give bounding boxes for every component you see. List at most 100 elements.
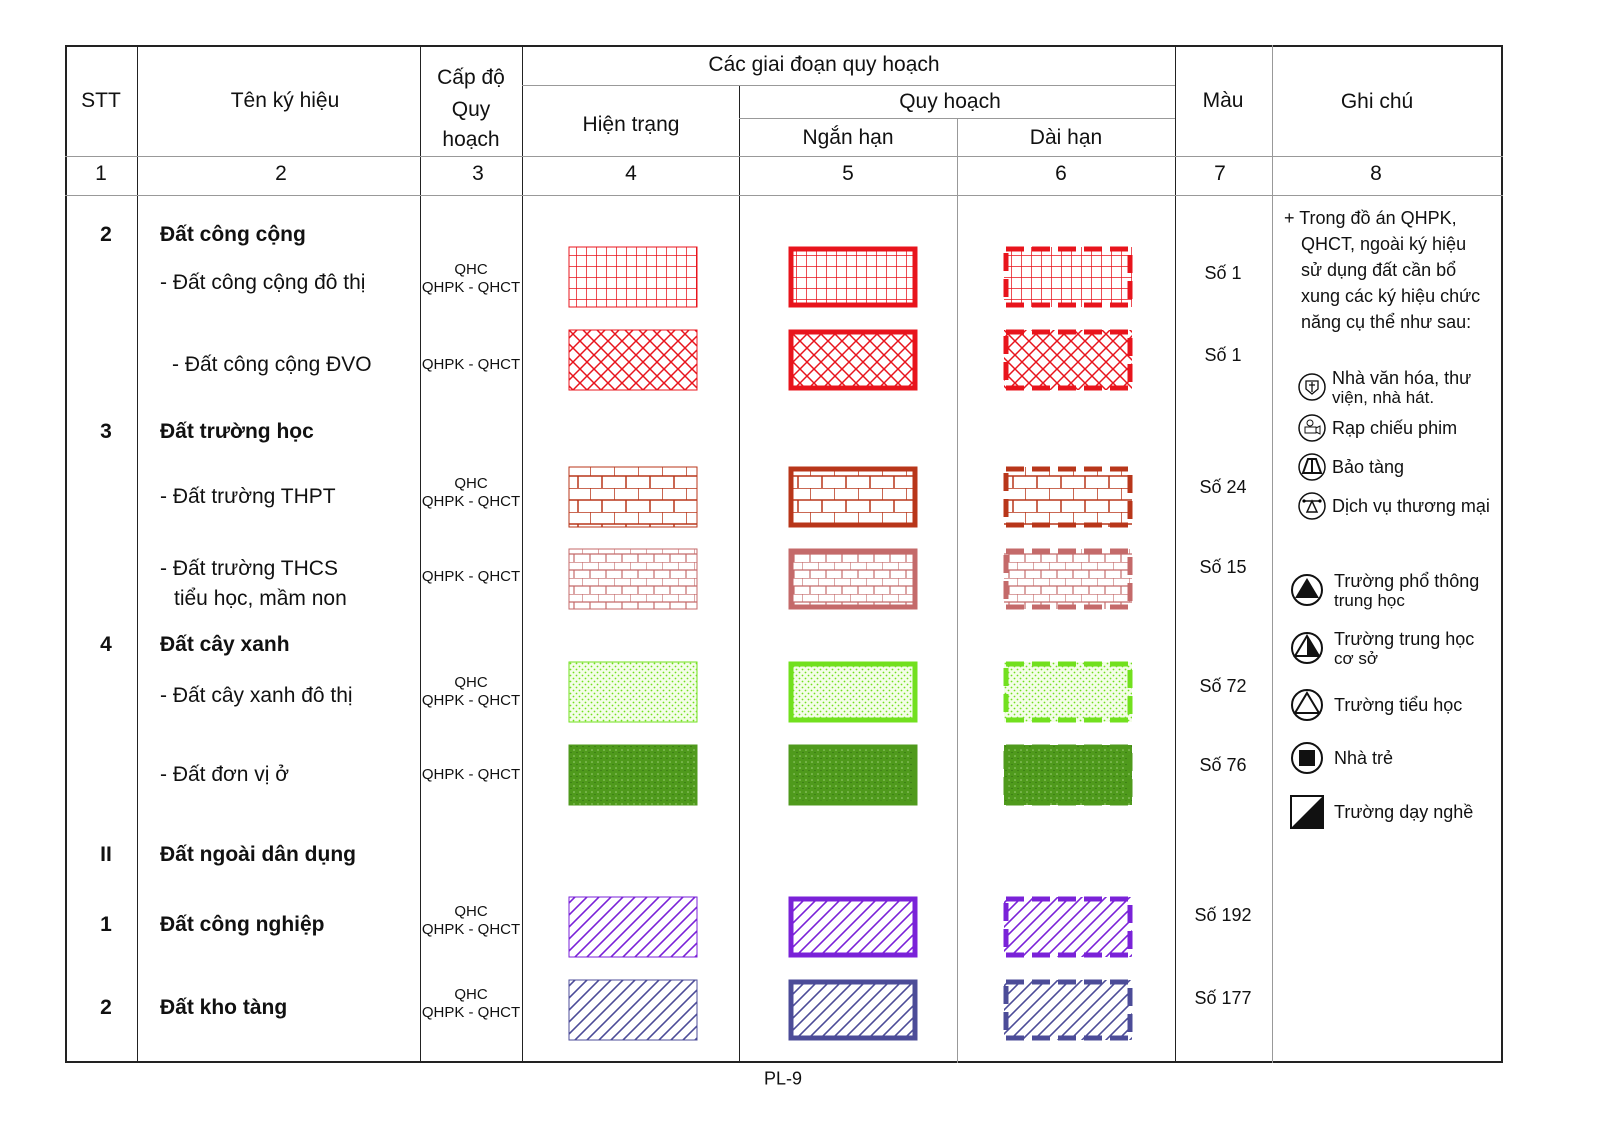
note-text: xung các ký hiệu chức bbox=[1301, 286, 1481, 306]
swatch-long-term-grid bbox=[1003, 246, 1133, 308]
vocational-school-icon bbox=[1290, 795, 1324, 829]
swatch-current-diamond bbox=[568, 329, 698, 391]
swatch-current-dense bbox=[568, 744, 698, 806]
swatch-short-term-diag2 bbox=[788, 979, 918, 1041]
museum-icon bbox=[1298, 453, 1326, 481]
row-divider bbox=[739, 118, 1175, 119]
planning-level: QHC bbox=[454, 903, 488, 920]
swatch-short-term-brick bbox=[788, 466, 918, 528]
row-stt: 2 bbox=[100, 223, 112, 246]
color-code: Số 76 bbox=[1199, 755, 1247, 775]
planning-level: QHPK - QHCT bbox=[421, 568, 521, 585]
header-color: Màu bbox=[1202, 89, 1244, 112]
legend-label: trung học bbox=[1334, 591, 1405, 610]
legend-label: cơ sở bbox=[1334, 649, 1379, 668]
planning-level: QHC bbox=[454, 261, 488, 278]
header-stt: STT bbox=[81, 89, 121, 112]
swatch-short-term-brick2 bbox=[788, 548, 918, 610]
legend-label: Trường trung học bbox=[1334, 629, 1475, 649]
header-long-term: Dài hạn bbox=[1029, 126, 1103, 149]
row-name: tiểu học, mầm non bbox=[174, 587, 347, 610]
swatch-short-term-dots bbox=[788, 661, 918, 723]
row-divider bbox=[65, 156, 1503, 157]
swatch-short-term-diag bbox=[788, 896, 918, 958]
swatch-current-grid bbox=[568, 246, 698, 308]
row-stt: 3 bbox=[100, 420, 112, 443]
col-divider bbox=[957, 118, 958, 1063]
color-code: Số 72 bbox=[1199, 676, 1247, 696]
high-school-icon bbox=[1291, 574, 1323, 606]
color-code: Số 177 bbox=[1194, 988, 1252, 1008]
header-level: Quy bbox=[451, 98, 491, 121]
row-name: Đất trường học bbox=[160, 420, 314, 443]
note-text: sử dụng đất cần bổ bbox=[1301, 260, 1457, 280]
planning-level: QHPK - QHCT bbox=[421, 921, 521, 938]
row-divider bbox=[522, 85, 1175, 86]
color-code: Số 24 bbox=[1199, 477, 1247, 497]
header-stages: Các giai đoạn quy hoạch bbox=[708, 53, 940, 76]
row-stt: 2 bbox=[100, 996, 112, 1019]
swatch-short-term-diamond bbox=[788, 329, 918, 391]
header-planning: Quy hoạch bbox=[899, 90, 1001, 113]
row-name: Đất ngoài dân dụng bbox=[160, 843, 356, 866]
header-level: hoạch bbox=[442, 128, 500, 151]
swatch-long-term-dots bbox=[1003, 661, 1133, 723]
col-divider bbox=[1272, 45, 1273, 1063]
header-current: Hiện trạng bbox=[582, 113, 680, 136]
legend-label: Dịch vụ thương mại bbox=[1332, 496, 1490, 516]
planning-level: QHC bbox=[454, 986, 488, 1003]
row-name: - Đất đơn vị ở bbox=[160, 763, 290, 786]
legend-label: Bảo tàng bbox=[1332, 457, 1405, 477]
row-stt: 4 bbox=[100, 633, 112, 656]
commerce-icon bbox=[1298, 492, 1326, 520]
primary-school-icon bbox=[1291, 689, 1323, 721]
planning-level: QHPK - QHCT bbox=[421, 766, 521, 783]
swatch-short-term-dense bbox=[788, 744, 918, 806]
note-text: QHCT, ngoài ký hiệu bbox=[1301, 234, 1467, 254]
column-number: 1 bbox=[95, 162, 107, 185]
header-short-term: Ngắn hạn bbox=[802, 126, 894, 149]
row-name: - Đất trường THPT bbox=[160, 485, 336, 508]
swatch-long-term-diamond bbox=[1003, 329, 1133, 391]
planning-level: QHC bbox=[454, 674, 488, 691]
swatch-long-term-diag bbox=[1003, 896, 1133, 958]
swatch-short-term-grid bbox=[788, 246, 918, 308]
swatch-current-diag2 bbox=[568, 979, 698, 1041]
row-name: Đất kho tàng bbox=[160, 996, 288, 1019]
col-divider bbox=[522, 45, 523, 1063]
row-divider bbox=[65, 195, 1503, 196]
column-number: 4 bbox=[625, 162, 637, 185]
column-number: 6 bbox=[1055, 162, 1067, 185]
row-name: - Đất công cộng đô thị bbox=[160, 271, 366, 294]
header-name: Tên ký hiệu bbox=[230, 89, 340, 112]
row-name: Đất cây xanh bbox=[160, 633, 290, 656]
planning-level: QHPK - QHCT bbox=[421, 692, 521, 709]
planning-level: QHPK - QHCT bbox=[421, 356, 521, 373]
planning-level: QHPK - QHCT bbox=[421, 1004, 521, 1021]
planning-level: QHPK - QHCT bbox=[421, 279, 521, 296]
swatch-current-diag bbox=[568, 896, 698, 958]
row-stt: II bbox=[100, 843, 112, 866]
table-border-left bbox=[65, 45, 67, 1063]
col-divider bbox=[739, 85, 740, 1063]
legend-label: Rạp chiếu phim bbox=[1332, 418, 1458, 438]
row-name: - Đất công cộng ĐVO bbox=[172, 353, 372, 376]
col-divider bbox=[1175, 45, 1176, 1063]
page-number: PL-9 bbox=[763, 1068, 803, 1089]
swatch-long-term-brick2 bbox=[1003, 548, 1133, 610]
table-border-right bbox=[1501, 45, 1503, 1063]
col-divider bbox=[420, 45, 421, 1063]
col-divider bbox=[137, 45, 138, 1063]
row-name: - Đất trường THCS bbox=[160, 557, 338, 580]
legend-label: Nhà trẻ bbox=[1334, 748, 1394, 768]
legend-label: viện, nhà hát. bbox=[1332, 388, 1435, 407]
header-note: Ghi chú bbox=[1340, 90, 1414, 113]
color-code: Số 1 bbox=[1204, 263, 1242, 283]
column-number: 3 bbox=[472, 162, 484, 185]
swatch-current-brick2 bbox=[568, 548, 698, 610]
table-border-top bbox=[65, 45, 1503, 47]
column-number: 8 bbox=[1370, 162, 1382, 185]
table-border-bottom bbox=[65, 1061, 1503, 1063]
row-name: - Đất cây xanh đô thị bbox=[160, 684, 353, 707]
